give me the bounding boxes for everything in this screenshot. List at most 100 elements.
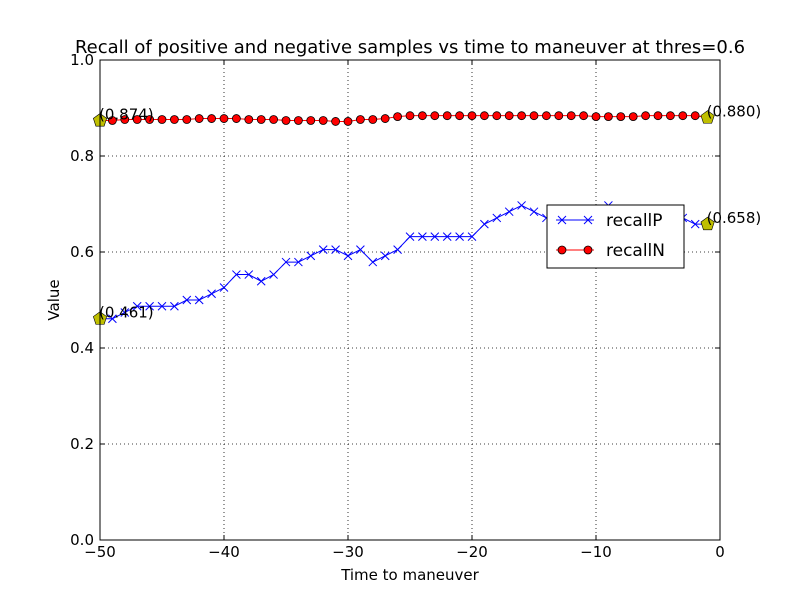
data-point-circle-marker [467, 111, 477, 121]
data-point-circle-marker [442, 111, 452, 121]
y-tick-label: 1.0 [70, 51, 94, 69]
data-point-circle-marker [554, 111, 564, 121]
data-point-x-marker [583, 215, 593, 225]
x-axis-title: Time to maneuver [340, 566, 479, 584]
data-point-circle-marker [256, 115, 266, 124]
data-point-x-marker [306, 251, 316, 261]
data-point-x-marker [108, 314, 117, 324]
endpoint-annotation: (0.880) [707, 103, 762, 121]
data-point-circle-marker [120, 115, 130, 124]
data-point-circle-marker [331, 117, 341, 126]
data-point-x-marker [690, 219, 700, 229]
data-point-circle-marker [405, 111, 415, 121]
endpoint-pentagon-marker [700, 110, 715, 124]
x-tick-label: 0 [715, 543, 725, 561]
data-point-x-marker [232, 270, 241, 279]
data-point-circle-marker [616, 112, 626, 122]
data-point-circle-marker [557, 245, 567, 255]
data-point-circle-marker [517, 111, 526, 121]
endpoint-annotation: (0.658) [707, 209, 762, 227]
data-point-circle-marker [529, 111, 539, 121]
data-point-x-marker [504, 207, 514, 217]
data-point-x-marker [244, 270, 254, 279]
series-recallN [95, 111, 712, 126]
data-point-x-marker [517, 201, 526, 210]
data-point-x-marker [442, 232, 452, 241]
data-point-circle-marker [628, 112, 638, 122]
data-point-x-marker [157, 301, 167, 311]
data-point-circle-marker [641, 111, 650, 121]
data-point-x-marker [529, 207, 539, 217]
legend-label: recallP [606, 211, 663, 231]
y-tick-label: 0.6 [70, 243, 94, 261]
data-point-x-marker [269, 270, 278, 279]
data-point-x-marker [294, 257, 303, 267]
y-tick-label: 0.0 [70, 531, 94, 549]
data-point-x-marker [557, 215, 567, 225]
data-point-circle-marker [417, 111, 427, 121]
data-point-circle-marker [132, 115, 142, 124]
chart-title: Recall of positive and negative samples … [75, 37, 745, 58]
series-layer [95, 111, 712, 324]
legend-entry-recallP: recallP [556, 211, 663, 231]
data-point-circle-marker [504, 111, 514, 121]
data-point-circle-marker [678, 111, 688, 121]
data-point-circle-marker [430, 111, 440, 121]
y-axis-title: Value [45, 279, 63, 320]
endpoint-annotation: (0.461) [99, 304, 154, 322]
data-point-x-marker [480, 219, 489, 229]
data-point-circle-marker [690, 111, 700, 121]
endpoint-annotation: (0.874) [99, 105, 154, 123]
data-point-x-marker [194, 295, 204, 305]
data-point-x-marker [430, 232, 440, 241]
data-point-circle-marker [542, 111, 551, 121]
data-point-circle-marker [182, 115, 192, 124]
data-point-circle-marker [653, 111, 663, 121]
data-point-circle-marker [355, 115, 365, 124]
data-point-x-marker [318, 245, 328, 254]
data-point-x-marker [207, 289, 216, 299]
axis-ticks: −50 −40 −30 −20 −10 0 0.0 0.2 0.4 0.6 0.8 1.0 [70, 51, 725, 561]
data-point-circle-marker [269, 115, 279, 124]
x-tick-label: −30 [332, 543, 364, 561]
y-tick-label: 0.8 [70, 147, 94, 165]
data-point-circle-marker [108, 116, 117, 125]
legend-box [546, 204, 685, 269]
data-point-circle-marker [479, 111, 489, 121]
data-point-circle-marker [281, 116, 291, 125]
data-point-x-marker [182, 295, 192, 305]
data-point-circle-marker [231, 114, 241, 123]
data-point-x-marker [281, 257, 291, 267]
data-point-circle-marker [566, 111, 576, 121]
data-point-circle-marker [393, 112, 403, 122]
data-point-circle-marker [455, 111, 465, 121]
data-point-x-marker [405, 232, 415, 241]
data-point-x-marker [380, 251, 390, 261]
data-point-x-marker [368, 257, 378, 267]
data-point-circle-marker [380, 114, 390, 123]
data-point-circle-marker [219, 114, 229, 123]
data-point-x-marker [145, 301, 154, 311]
legend-label: recallN [606, 241, 665, 261]
legend: recallP recallN [546, 204, 685, 269]
data-point-x-marker [418, 232, 427, 241]
data-point-circle-marker [492, 111, 502, 121]
data-point-x-marker [467, 232, 477, 241]
data-point-circle-marker [368, 115, 378, 124]
x-tick-label: −50 [84, 543, 116, 561]
data-point-circle-marker [306, 116, 316, 125]
data-point-x-marker [170, 301, 179, 311]
data-point-circle-marker [343, 117, 353, 126]
data-point-circle-marker [318, 116, 328, 125]
data-point-x-marker [343, 251, 353, 261]
data-point-x-marker [356, 245, 365, 254]
data-point-circle-marker [244, 115, 254, 124]
y-tick-label: 0.2 [70, 435, 94, 453]
data-point-x-marker [492, 213, 502, 223]
data-point-x-marker [256, 276, 266, 286]
data-point-circle-marker [579, 111, 588, 121]
data-point-circle-marker [145, 115, 155, 124]
x-tick-label: −20 [456, 543, 488, 561]
